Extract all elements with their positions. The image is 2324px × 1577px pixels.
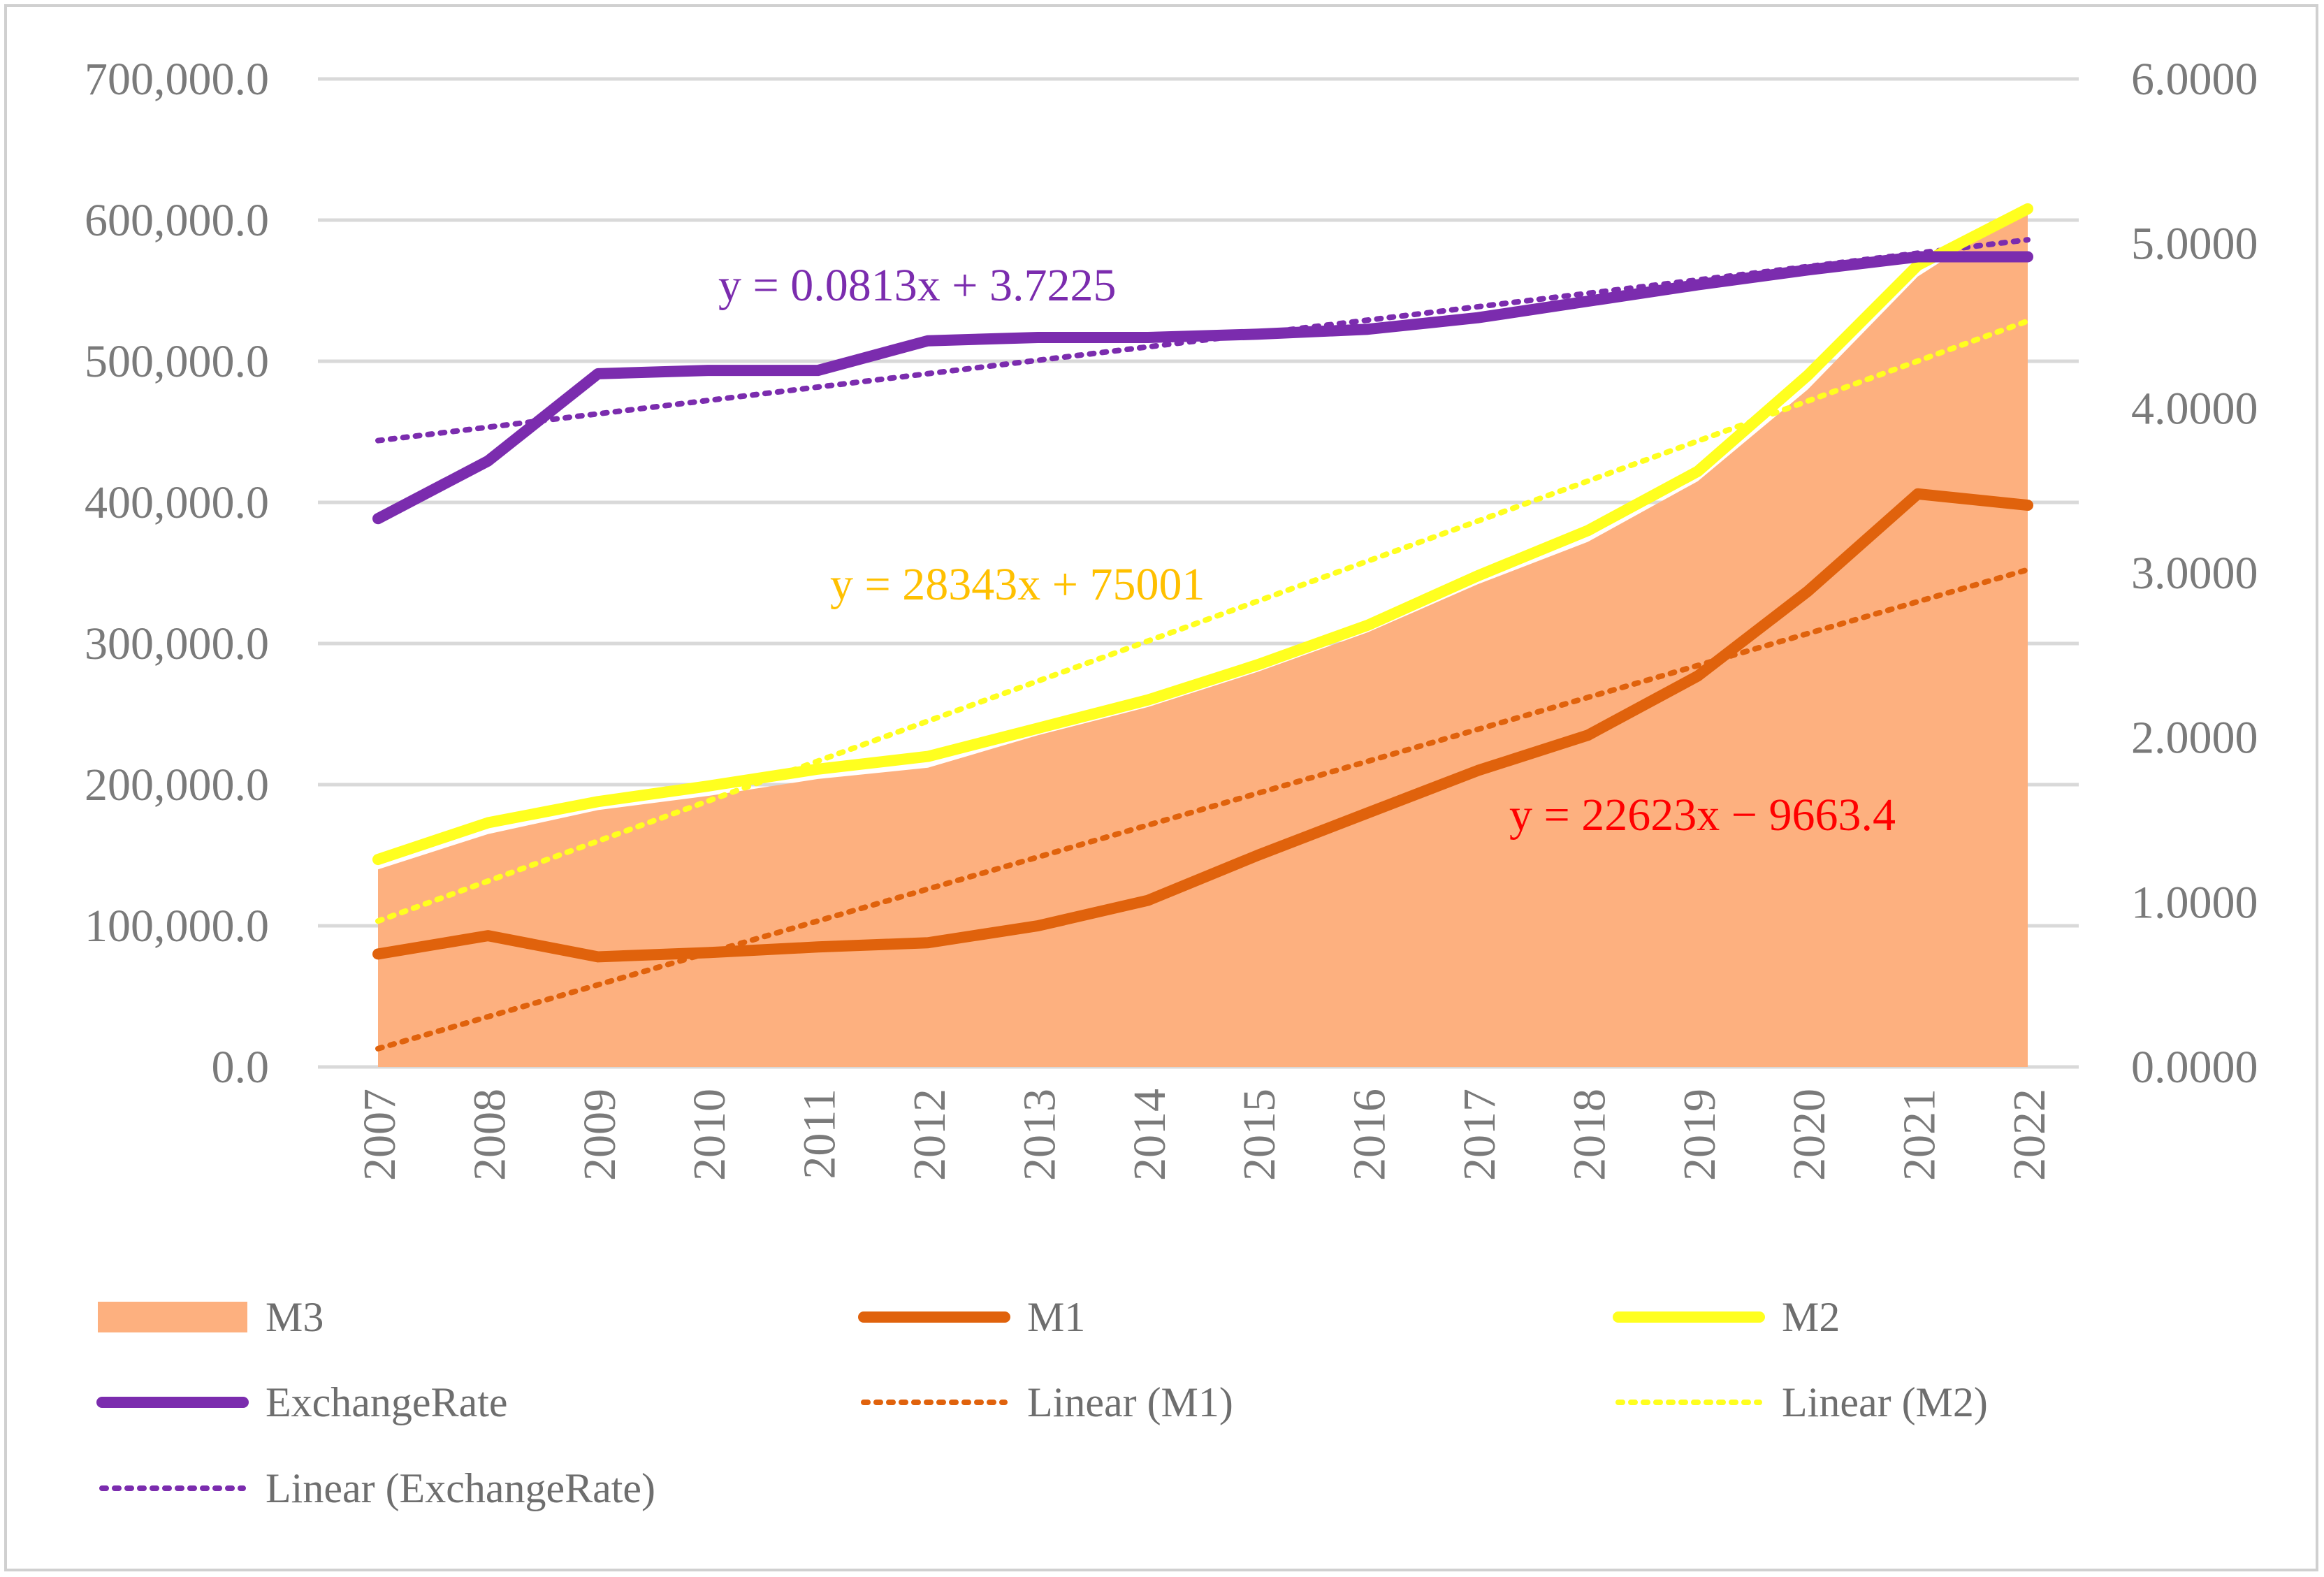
- y-left-tick-label: 500,000.0: [85, 336, 269, 387]
- trendline-equation: y = 0.0813x + 3.7225: [718, 260, 1116, 311]
- line-layer: [372, 203, 2033, 963]
- legend-item: M1: [858, 1294, 1085, 1340]
- legend-item: ExchangeRate: [96, 1379, 508, 1425]
- legend-label: M2: [1782, 1294, 1840, 1340]
- y-right-tick-label: 4.0000: [2131, 383, 2258, 434]
- y-left-tick-label: 0.0: [212, 1042, 270, 1093]
- legend-label: M1: [1027, 1294, 1085, 1340]
- chart-frame: 0.0 100,000.0 200,000.0 300,000.0 400,000.0 5…: [4, 4, 2318, 1571]
- x-tick-label: 2016: [1344, 1089, 1395, 1181]
- x-tick-label: 2008: [464, 1089, 515, 1181]
- m2-line: [372, 203, 2033, 866]
- y-right-tick-label: 3.0000: [2131, 548, 2258, 599]
- legend-swatch: [98, 1302, 247, 1332]
- x-tick-label: 2014: [1124, 1089, 1175, 1181]
- x-tick-label: 2009: [574, 1089, 625, 1181]
- linear-m1-trendline: [375, 567, 2031, 1052]
- y-right-tick-label: 5.0000: [2131, 219, 2258, 270]
- x-tick-label: 2020: [1784, 1089, 1835, 1181]
- trendline-equation: y = 22623x − 9663.4: [1509, 790, 1896, 841]
- legend-label: ExchangeRate: [266, 1379, 508, 1425]
- y-left-tick-label: 700,000.0: [85, 54, 269, 105]
- legend-label: Linear (M1): [1027, 1379, 1233, 1425]
- y-left-tick-label: 400,000.0: [85, 477, 269, 528]
- legend: M3 M1 M2 ExchangeRate Linear (M1) Linear (M2)…: [96, 1294, 1988, 1511]
- x-tick-label: 2007: [354, 1089, 405, 1181]
- x-tick-label: 2019: [1674, 1089, 1725, 1181]
- y-right-tick-label: 6.0000: [2131, 54, 2258, 105]
- legend-label: M3: [266, 1294, 324, 1340]
- x-tick-label: 2018: [1564, 1089, 1615, 1181]
- legend-label: Linear (M2): [1782, 1379, 1988, 1425]
- x-tick-label: 2011: [794, 1089, 845, 1179]
- x-tick-label: 2010: [684, 1089, 735, 1181]
- trendline-equations: y = 0.0813x + 3.7225 y = 28343x + 75001 y …: [718, 260, 1896, 841]
- y-left-tick-label: 300,000.0: [85, 618, 269, 669]
- x-tick-label: 2017: [1454, 1089, 1505, 1181]
- x-tick-label: 2015: [1234, 1089, 1285, 1181]
- chart-svg: 0.0 100,000.0 200,000.0 300,000.0 400,000.0 5…: [85, 54, 2258, 1511]
- y-right-tick-label: 1.0000: [2131, 877, 2258, 928]
- area-layer: [378, 205, 2028, 1067]
- legend-label: Linear (ExchangeRate): [266, 1465, 655, 1511]
- y-left-tick-label: 600,000.0: [85, 195, 269, 246]
- y-left-tick-label: 200,000.0: [85, 760, 269, 811]
- legend-item: M2: [1613, 1294, 1840, 1340]
- m1-line: [372, 488, 2033, 963]
- x-tick-label: 2013: [1014, 1089, 1065, 1181]
- exchangerate-line: [372, 251, 2033, 525]
- x-tick-label: 2021: [1894, 1089, 1945, 1181]
- y-right-tick-label: 0.0000: [2131, 1042, 2258, 1093]
- legend-item: M3: [98, 1294, 324, 1340]
- legend-item: Linear (M1): [861, 1379, 1233, 1425]
- y-left-tick-label: 100,000.0: [85, 901, 269, 952]
- trendline-equation: y = 28343x + 75001: [830, 559, 1205, 610]
- x-tick-label: 2012: [904, 1089, 955, 1181]
- legend-item: Linear (ExchangeRate): [99, 1465, 655, 1511]
- y-right-tick-label: 2.0000: [2131, 713, 2258, 764]
- legend-item: Linear (M2): [1615, 1379, 1988, 1425]
- axis-labels: 0.0 100,000.0 200,000.0 300,000.0 400,000.0 5…: [85, 54, 2258, 1181]
- x-tick-label: 2022: [2004, 1089, 2055, 1181]
- m3-area: [378, 205, 2028, 1067]
